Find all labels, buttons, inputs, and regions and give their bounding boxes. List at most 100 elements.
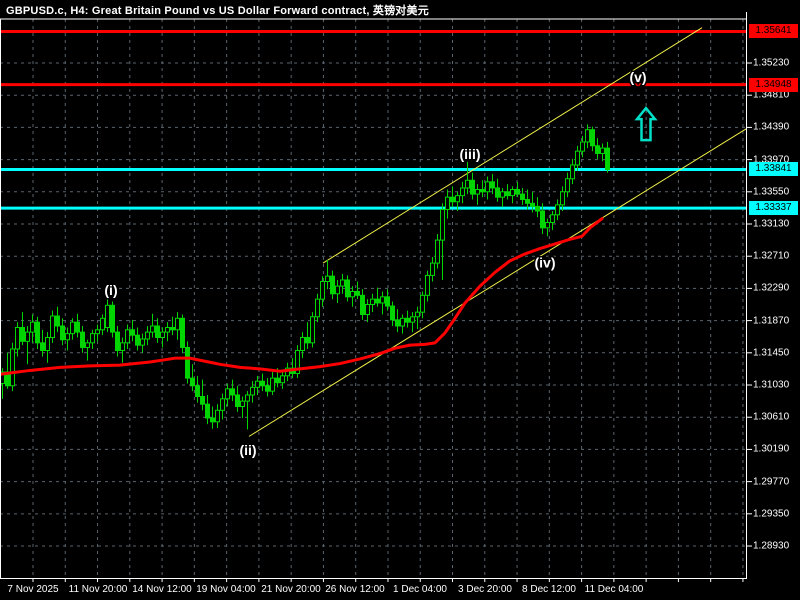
candle-body (145, 331, 150, 340)
candle-body (515, 188, 520, 195)
time-axis-label: 11 Nov 20:00 (68, 584, 128, 595)
wave-label-ii[interactable]: (ii) (238, 441, 258, 460)
candle-body (225, 388, 230, 400)
candle-body (105, 304, 110, 329)
price-axis-label: 1.31870 (753, 315, 790, 327)
candle-body (20, 327, 25, 342)
price-axis-label: 1.30190 (753, 443, 790, 455)
wave-label-iii[interactable]: (iii) (458, 145, 482, 164)
candle-body (545, 221, 550, 229)
candle-body (15, 327, 20, 350)
candle-body (350, 290, 355, 298)
elliott-wave-labels[interactable]: (i) (ii) (iii) (iv) (v) (103, 67, 648, 460)
candle-body (275, 377, 280, 384)
price-axis-label: 1.32290 (753, 282, 790, 294)
candle-body (65, 333, 70, 341)
price-axis[interactable]: 1.35230 1.34810 1.34390 1.33970 1.33550 1.331… (746, 0, 800, 600)
candle-body (180, 317, 185, 348)
candle-body (270, 377, 275, 392)
candle-body (385, 296, 390, 307)
candle-body (435, 239, 440, 264)
candle-body (330, 275, 335, 295)
candle-body (260, 380, 265, 387)
candle-body (410, 316, 415, 323)
candle-body (455, 195, 460, 203)
up-arrow-icon[interactable] (634, 106, 658, 142)
candle-body (400, 317, 405, 327)
candle-body (240, 400, 245, 407)
candle-body (75, 321, 80, 333)
candle-body (375, 298, 380, 304)
candle-body (40, 342, 45, 352)
candle-body (365, 304, 370, 315)
price-badge: 1.35641 (749, 24, 798, 39)
time-axis[interactable]: 7 Nov 2025 11 Nov 20:00 14 Nov 12:00 19 Nov… (0, 581, 800, 600)
candle-body (500, 191, 505, 198)
price-axis-label: 1.34390 (753, 121, 790, 133)
ma-polyline[interactable] (0, 217, 604, 376)
horizontal-level-lines[interactable] (0, 29, 746, 210)
price-axis-label: 1.28930 (753, 540, 790, 552)
candle-body (135, 334, 140, 346)
candle-body (235, 394, 240, 407)
candle-body (360, 294, 365, 315)
lower-channel[interactable] (248, 128, 747, 437)
grid-lines (0, 19, 746, 578)
price-badge: 1.33841 (749, 162, 798, 177)
candle-body (580, 141, 585, 152)
price-axis-label: 1.30610 (753, 411, 790, 423)
candle-body (355, 290, 360, 296)
channel-trend-lines[interactable] (248, 27, 747, 437)
candle-body (535, 205, 540, 212)
price-axis-label: 1.31030 (753, 379, 790, 391)
candle-body (210, 417, 215, 423)
candle-body (230, 388, 235, 396)
candle-body (540, 210, 545, 229)
upper-channel[interactable] (322, 27, 703, 264)
time-axis-label: 19 Nov 04:00 (196, 584, 256, 595)
candle-body (525, 198, 530, 204)
candle-body (55, 315, 60, 327)
candle-body (485, 181, 490, 193)
candle-body (605, 147, 610, 171)
candle-body (555, 204, 560, 216)
candle-body (295, 350, 300, 375)
candle-body (90, 333, 95, 344)
time-axis-label: 21 Nov 20:00 (261, 584, 321, 595)
candle-body (570, 164, 575, 180)
time-axis-label: 7 Nov 2025 (7, 584, 59, 595)
candle-body (530, 202, 535, 207)
wave-label-i[interactable]: (i) (103, 280, 119, 299)
candle-body (465, 179, 470, 189)
candle-body (475, 188, 480, 195)
candle-body (70, 321, 75, 335)
candle-body (155, 325, 160, 338)
candle-body (425, 274, 430, 296)
candle-body (480, 188, 485, 193)
price-axis-label: 1.34810 (753, 89, 790, 101)
moving-average-line[interactable] (0, 217, 604, 376)
candle-body (140, 338, 145, 346)
candle-body (340, 279, 345, 287)
price-axis-label: 1.29770 (753, 476, 790, 488)
candle-body (25, 331, 30, 342)
up-arrow[interactable] (634, 106, 658, 142)
candle-body (190, 377, 195, 387)
candle-body (220, 398, 225, 411)
time-axis-label: 8 Dec 12:00 (522, 584, 576, 595)
candle-body (60, 325, 65, 341)
wave-label-iv[interactable]: (iv) (533, 253, 557, 272)
price-axis-label: 1.33970 (753, 154, 790, 166)
candle-body (520, 193, 525, 200)
candle-body (450, 196, 455, 203)
candle-body (415, 311, 420, 318)
candle-body (245, 394, 250, 402)
candle-body (490, 181, 495, 189)
candle-body (380, 296, 385, 304)
wave-label-v[interactable]: (v) (628, 67, 648, 86)
candle-body (10, 348, 15, 387)
candle-body (265, 385, 270, 392)
time-axis-label: 3 Dec 20:00 (458, 584, 512, 595)
candle-body (595, 145, 600, 154)
